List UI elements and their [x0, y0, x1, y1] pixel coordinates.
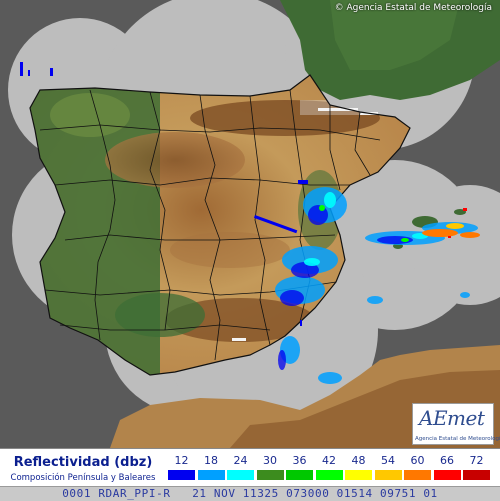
scale-label-12: 12	[174, 454, 189, 467]
reflectivity-scale: 12 18 24 30 36 42 48 54 60 66 72	[168, 454, 492, 484]
scale-label-24: 24	[233, 454, 248, 467]
radar-echoes	[20, 62, 480, 384]
scale-swatch-54	[374, 470, 402, 480]
scale-label-18: 18	[204, 454, 218, 467]
scale-label-42: 42	[322, 454, 336, 467]
product-footer: 0001 RDAR_PPI-R 21 NOV 11325 073000 0151…	[0, 486, 500, 501]
relief-shading	[30, 75, 410, 375]
scale-label-72: 72	[469, 454, 484, 467]
scale-swatch-72	[463, 470, 490, 480]
scale-label-48: 48	[351, 454, 366, 467]
product-code: 0001 RDAR_PPI-R 21 NOV 11325 073000 0151…	[62, 487, 438, 500]
aemet-logo: AEmet Agencia Estatal de Meteorología	[412, 403, 500, 445]
legend-subtitle: Composición Península y Baleares	[10, 473, 156, 483]
scale-label-36: 36	[292, 454, 307, 467]
scale-swatch-48	[345, 470, 372, 480]
scale-label-66: 66	[440, 454, 454, 467]
scale-swatch-30	[256, 470, 284, 480]
legend-title: Reflectividad (dbz)	[13, 455, 153, 470]
aemet-logo-brand: AEmet	[419, 406, 485, 430]
scale-swatch-36	[286, 470, 313, 480]
scale-label-60: 60	[410, 454, 425, 467]
scale-swatch-60	[404, 470, 431, 480]
scale-swatch-24	[227, 470, 254, 480]
scale-swatch-66	[433, 470, 461, 480]
radar-map	[8, 0, 500, 448]
scale-swatch-18	[197, 470, 225, 480]
reflectivity-legend: Reflectividad (dbz) Composición Penínsul…	[0, 448, 500, 487]
copyright-notice: © Agencia Estatal de Meteorología	[334, 3, 492, 13]
scale-label-54: 54	[381, 454, 395, 467]
aemet-logo-subtitle: Agencia Estatal de Meteorología	[415, 436, 500, 442]
scale-label-30: 30	[263, 454, 277, 467]
scale-swatch-12	[168, 470, 195, 480]
scale-swatch-42	[315, 470, 343, 480]
